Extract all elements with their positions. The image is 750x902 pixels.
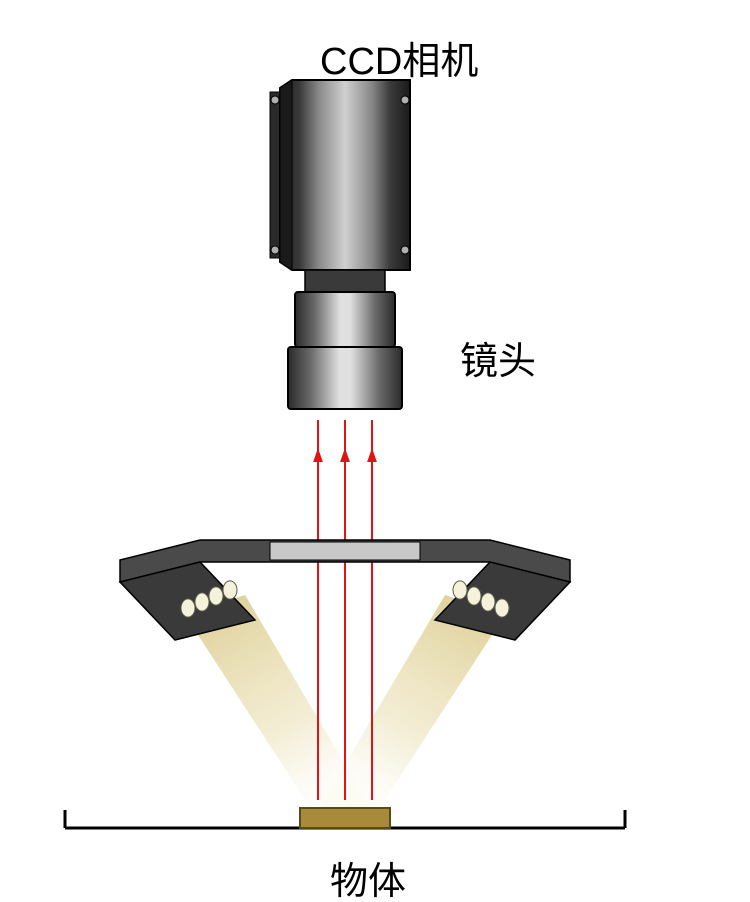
diagram-svg [0,0,750,902]
diagram-stage: CCD相机 镜头 物体 [0,0,750,902]
ccd-camera [270,80,410,270]
object-label: 物体 [330,850,406,902]
object-rect [300,808,390,828]
camera-label: CCD相机 [320,30,478,85]
lens-label: 镜头 [460,330,536,385]
camera-neck [305,270,385,292]
lens-assembly [288,292,402,409]
